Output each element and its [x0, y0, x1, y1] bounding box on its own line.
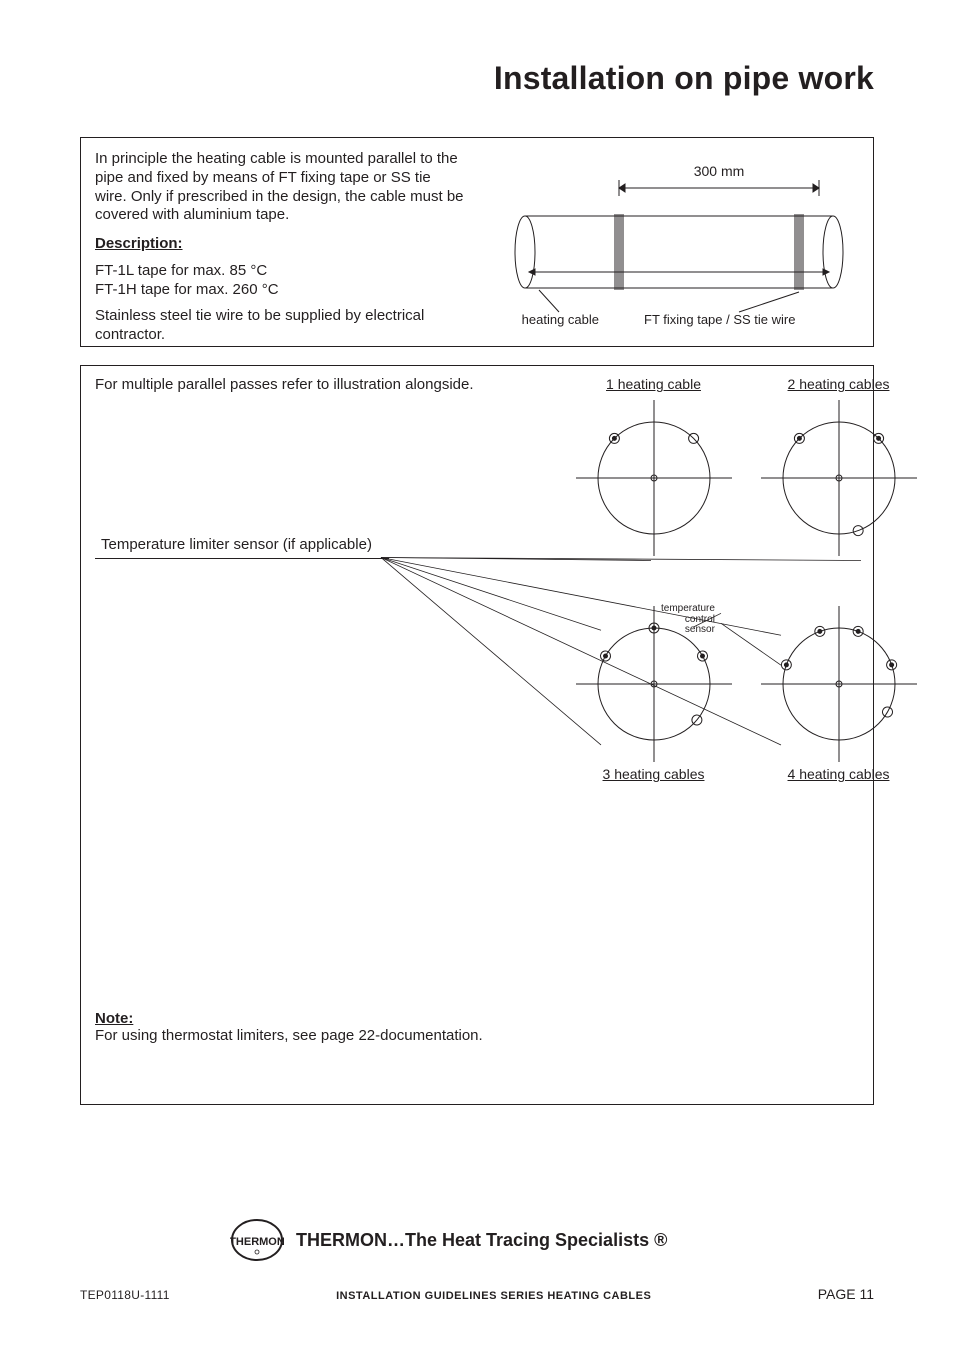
- footer-line: TEP0118U-1111 INSTALLATION GUIDELINES SE…: [80, 1286, 874, 1302]
- temp-control-label: temperature control sensor: [661, 604, 715, 636]
- desc-line-2: FT-1H tape for max. 260 °C: [95, 281, 465, 300]
- cross-4-svg: [759, 604, 919, 764]
- pipe-left-label: heating cable: [522, 312, 599, 327]
- cross-1-title: 1 heating cable: [606, 376, 701, 392]
- cross-row-bottom: 3 heating cables: [571, 600, 921, 784]
- ss-wire-note: Stainless steel tie wire to be supplied …: [95, 307, 465, 345]
- thermon-logo-icon: THERMON: [230, 1218, 284, 1262]
- limiter-label: Temperature limiter sensor (if applicabl…: [95, 536, 575, 553]
- limiter-underline: [95, 558, 389, 559]
- svg-text:THERMON: THERMON: [230, 1236, 284, 1248]
- intro-text: In principle the heating cable is mounte…: [95, 150, 465, 225]
- note-heading: Note:: [95, 1010, 133, 1027]
- box1-text-column: In principle the heating cable is mounte…: [95, 150, 465, 345]
- box-principle: In principle the heating cable is mounte…: [80, 137, 874, 347]
- cross-section-grid: 1 heating cable: [571, 376, 921, 784]
- description-heading: Description:: [95, 235, 465, 254]
- page: Installation on pipe work In principle t…: [0, 0, 954, 1350]
- pipe-diagram: 300 mm: [499, 152, 859, 332]
- cross-4-title: 4 heating cables: [788, 766, 890, 782]
- note-body: For using thermostat limiters, see page …: [95, 1027, 483, 1044]
- cross-1-svg: [574, 398, 734, 558]
- cross-4: 4 heating cables: [756, 600, 921, 784]
- note-block: Note: For using thermostat limiters, see…: [95, 1010, 483, 1044]
- cross-2: 2 heating cables: [756, 376, 921, 560]
- page-title: Installation on pipe work: [80, 60, 874, 97]
- box-parallel-passes: For multiple parallel passes refer to il…: [80, 365, 874, 1105]
- cross-1: 1 heating cable: [571, 376, 736, 560]
- cross-3-title: 3 heating cables: [603, 766, 705, 782]
- limiter-label-block: Temperature limiter sensor (if applicabl…: [95, 536, 575, 553]
- brand-tagline: THERMON…The Heat Tracing Specialists ®: [296, 1230, 667, 1251]
- parallel-lead: For multiple parallel passes refer to il…: [95, 376, 474, 393]
- pipe-right-label: FT fixing tape / SS tie wire: [644, 312, 796, 327]
- footer-mid: INSTALLATION GUIDELINES SERIES HEATING C…: [170, 1290, 818, 1302]
- footer-brand: THERMON THERMON…The Heat Tracing Special…: [230, 1218, 667, 1262]
- cross-2-title: 2 heating cables: [788, 376, 890, 392]
- footer-page: PAGE 11: [818, 1286, 874, 1302]
- desc-line-1: FT-1L tape for max. 85 °C: [95, 262, 465, 281]
- dim-label: 300 mm: [694, 163, 745, 179]
- cross-row-top: 1 heating cable: [571, 376, 921, 560]
- footer-docnum: TEP0118U-1111: [80, 1288, 170, 1302]
- cross-2-svg: [759, 398, 919, 558]
